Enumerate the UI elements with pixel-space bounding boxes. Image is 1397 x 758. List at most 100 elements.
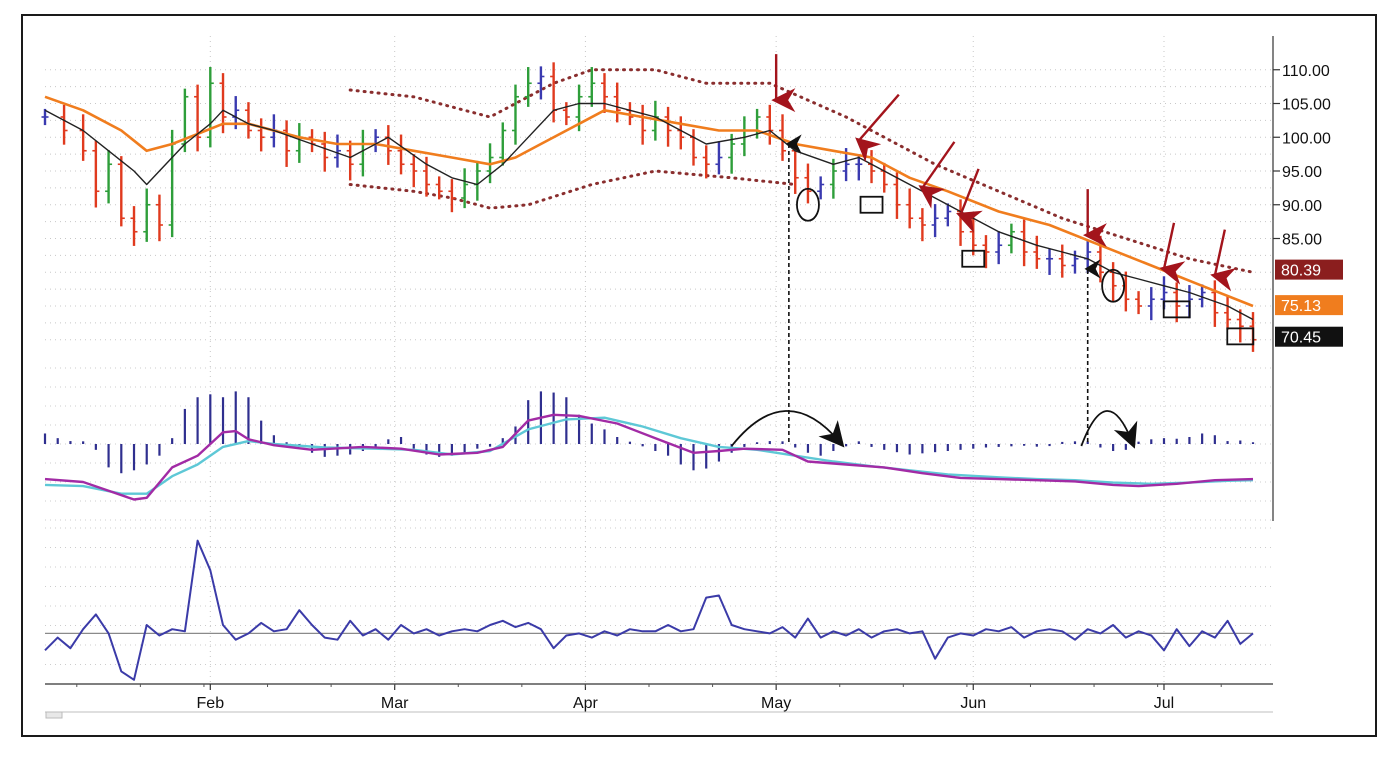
price-bar <box>715 141 723 175</box>
price-bar <box>868 150 876 184</box>
price-bar <box>766 104 774 145</box>
price-bar <box>1211 280 1219 327</box>
price-bar <box>588 67 596 107</box>
highlight-circle <box>1101 268 1126 303</box>
price-bar <box>60 104 68 145</box>
price-bar <box>1135 291 1143 315</box>
last-value-badge-bg <box>1275 295 1343 316</box>
price-bar <box>499 122 507 166</box>
price-bar <box>537 66 545 100</box>
highlight-circle <box>796 187 820 222</box>
price-bar <box>1236 309 1244 343</box>
price-bar <box>702 145 710 179</box>
price-bar <box>728 133 736 174</box>
price-bar <box>639 104 647 145</box>
price-bar <box>893 172 901 219</box>
price-bar <box>944 203 952 227</box>
scroll-thumb <box>45 711 63 719</box>
x-tick-label: Mar <box>381 695 409 712</box>
price-bar <box>664 106 672 147</box>
last-value-badge: 70.45 <box>1275 326 1343 347</box>
price-bar <box>41 108 49 126</box>
x-tick-label: Apr <box>573 695 599 712</box>
x-tick-label: Jul <box>1154 695 1174 712</box>
price-bar <box>92 140 100 208</box>
last-value-badge-text: 75.13 <box>1281 298 1321 315</box>
price-bar <box>1224 296 1232 330</box>
highlight-square <box>859 195 884 214</box>
price-bar <box>194 84 202 152</box>
price-bar <box>435 176 443 200</box>
price-bar <box>130 206 138 246</box>
price-bar <box>461 168 469 209</box>
moving-averages <box>44 95 1254 321</box>
last-value-badge-text: 80.39 <box>1281 263 1321 280</box>
y-tick-label: 105.00 <box>1282 97 1331 114</box>
last-value-badge: 80.39 <box>1275 259 1343 280</box>
y-tick-label: 100.00 <box>1282 130 1331 147</box>
slow-ema <box>44 95 1254 308</box>
price-bar <box>600 73 608 113</box>
highlight-square <box>1226 327 1255 346</box>
price-bar <box>1096 235 1104 283</box>
last-value-badge-bg <box>1275 259 1343 280</box>
price-bar <box>448 179 456 213</box>
price-bar <box>1147 287 1155 321</box>
price-bar <box>779 114 787 161</box>
price-bar <box>1046 248 1054 275</box>
red-down-arrow <box>855 93 900 163</box>
price-bar <box>511 84 519 145</box>
curved-arrow <box>1080 410 1138 449</box>
price-bar <box>117 156 125 227</box>
macd-line <box>44 413 1254 501</box>
x-tick-label: May <box>761 695 791 712</box>
red-down-arrow <box>1159 222 1186 285</box>
last-value-badge-text: 70.45 <box>1281 330 1321 347</box>
gridlines <box>45 36 1273 685</box>
red-down-arrow <box>918 141 956 209</box>
price-bars <box>41 62 1257 352</box>
price-bar <box>143 188 151 242</box>
price-bar <box>333 134 341 168</box>
price-bar <box>1109 262 1117 302</box>
price-bar <box>690 129 698 166</box>
price-bar <box>562 102 570 126</box>
price-bar <box>1007 223 1015 254</box>
price-bar <box>817 176 825 200</box>
x-tick-label: Jun <box>960 695 986 712</box>
highlight-square <box>961 249 986 268</box>
price-bar <box>372 129 380 153</box>
red-down-arrow <box>956 168 983 234</box>
lower-band <box>348 169 797 210</box>
red-down-arrow <box>1210 229 1237 292</box>
price-bar <box>995 231 1003 265</box>
price-bar <box>1198 284 1206 308</box>
y-tick-label: 95.00 <box>1282 164 1322 181</box>
price-bar <box>244 102 252 139</box>
price-bar <box>880 162 888 193</box>
price-bar <box>473 160 481 201</box>
macd-panel <box>43 391 1255 501</box>
last-value-badge-bg <box>1275 326 1343 347</box>
price-bar <box>283 120 291 167</box>
price-bar <box>410 154 418 188</box>
price-bar <box>906 188 914 229</box>
price-bar <box>206 67 214 148</box>
y-tick-label: 110.00 <box>1282 63 1330 80</box>
curved-arrow <box>730 410 845 448</box>
x-tick-label: Feb <box>197 695 225 712</box>
price-bar <box>829 158 837 199</box>
price-bar <box>295 123 303 163</box>
price-bar <box>804 163 812 204</box>
price-bar <box>346 140 354 181</box>
price-bar <box>1084 239 1092 273</box>
y-tick-label: 90.00 <box>1282 198 1322 215</box>
oscillator-line <box>44 539 1254 681</box>
price-bar <box>155 194 163 242</box>
chart-frame: 110.00 105.00 100.00 95.00 90.00 85.00 Feb Mar A… <box>21 14 1377 737</box>
stock-chart: 110.00 105.00 100.00 95.00 90.00 85.00 Feb Mar A… <box>41 36 1343 719</box>
axes: 110.00 105.00 100.00 95.00 90.00 85.00 Feb Mar A… <box>45 36 1343 719</box>
last-value-badge: 75.13 <box>1275 295 1343 316</box>
annotations <box>730 54 1255 449</box>
price-bar <box>257 118 265 152</box>
